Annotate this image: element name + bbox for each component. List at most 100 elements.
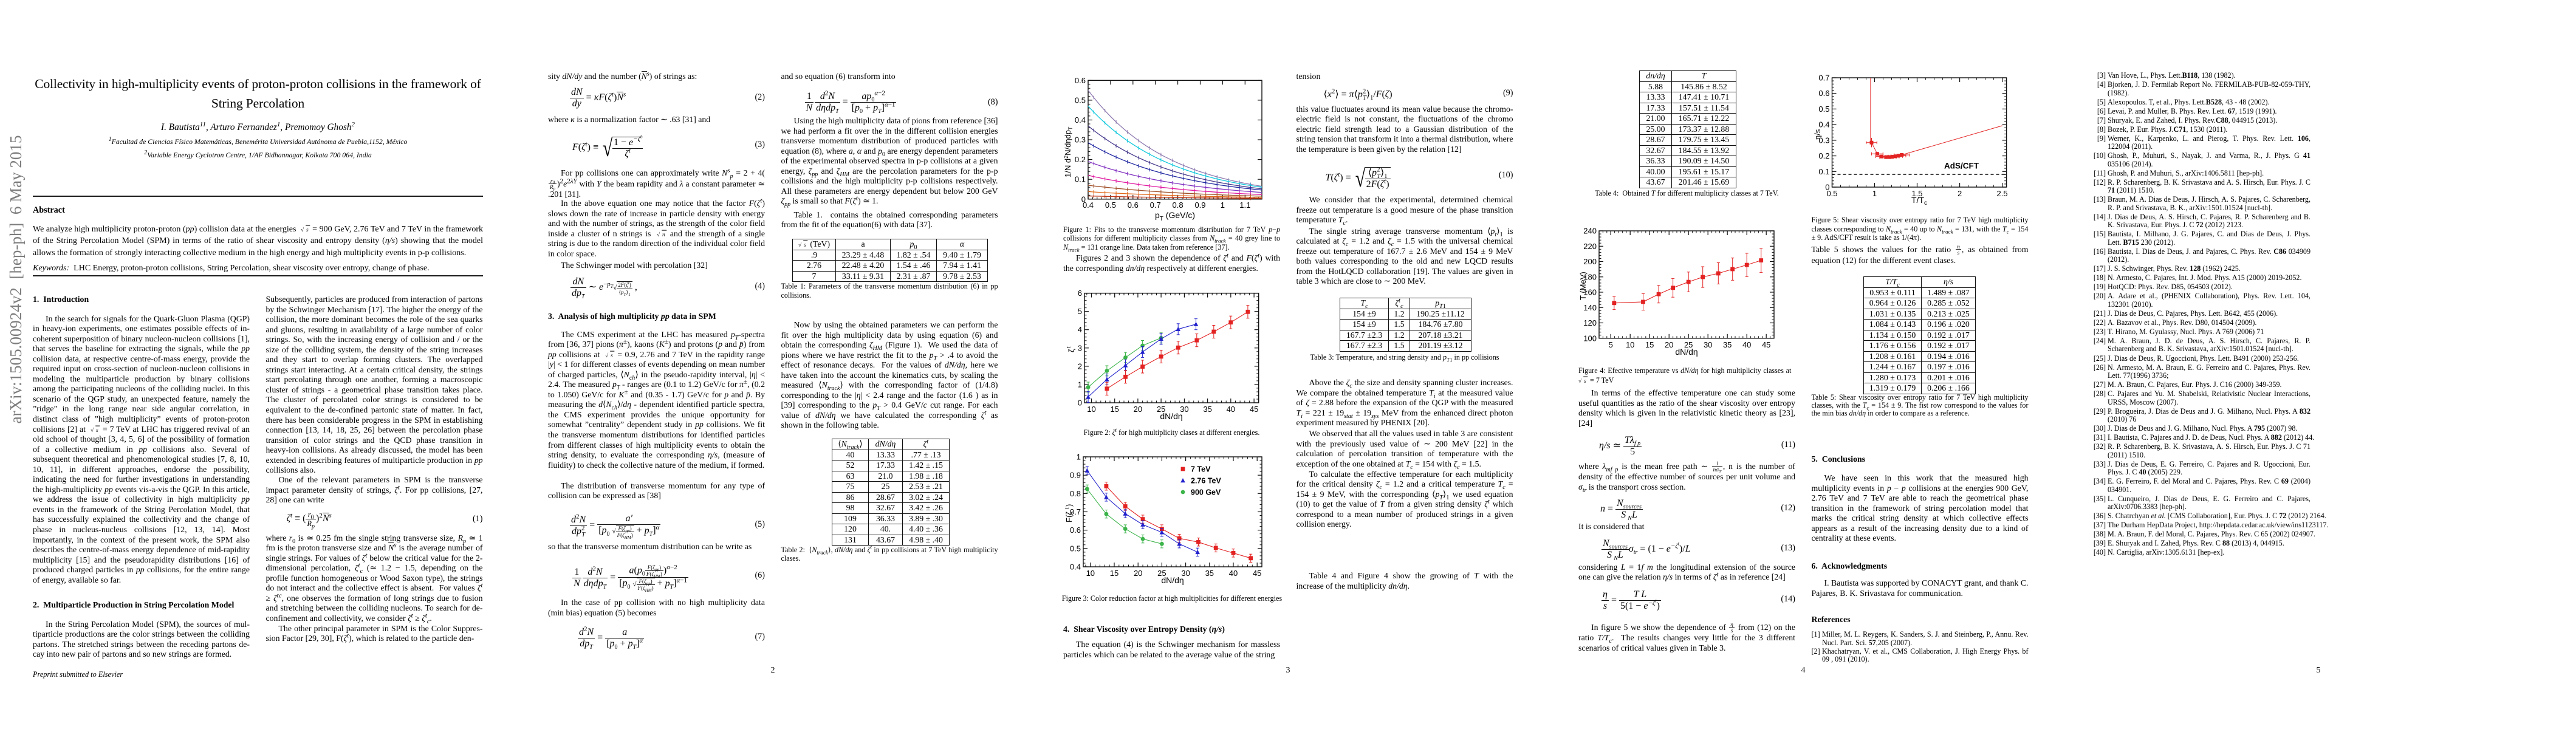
svg-text:35: 35 (1203, 405, 1211, 414)
svg-text:0: 0 (1825, 183, 1829, 192)
svg-text:25: 25 (1157, 569, 1166, 578)
svg-text:40: 40 (1229, 569, 1238, 578)
svg-text:pT (GeV/c): pT (GeV/c) (1155, 210, 1195, 222)
svg-text:10: 10 (1626, 340, 1634, 349)
svg-text:0.8: 0.8 (1173, 200, 1184, 210)
svg-text:0.4: 0.4 (1075, 115, 1086, 125)
svg-text:0.1: 0.1 (1818, 167, 1829, 176)
svg-text:2: 2 (1958, 189, 1962, 198)
svg-text:0: 0 (1081, 194, 1086, 204)
svg-text:s: s (1958, 250, 1960, 256)
svg-text:s: s (96, 428, 98, 434)
svg-text:15: 15 (1645, 340, 1654, 349)
svg-text:0.4: 0.4 (1818, 120, 1829, 129)
svg-text:0.7: 0.7 (1818, 74, 1829, 83)
svg-text:35: 35 (1723, 340, 1732, 349)
svg-text:t: t (1064, 507, 1070, 509)
svg-text:r0: r0 (550, 179, 555, 185)
svg-text:n: n (662, 232, 665, 238)
svg-text:η: η (1957, 244, 1960, 250)
svg-text:Rp: Rp (549, 184, 556, 191)
svg-text:4: 4 (1078, 325, 1082, 334)
svg-text:√: √ (91, 427, 94, 434)
svg-text:30: 30 (1704, 340, 1712, 349)
svg-text:AdS/CFT: AdS/CFT (1944, 162, 1979, 171)
svg-text:nσtr: nσtr (1713, 467, 1721, 474)
svg-text:dN/dη: dN/dη (1160, 411, 1182, 421)
svg-text:30: 30 (1181, 569, 1190, 578)
svg-text:45: 45 (1762, 340, 1770, 349)
svg-text:t: t (1066, 346, 1072, 348)
svg-text:0.5: 0.5 (1826, 189, 1837, 198)
svg-text:dN/dη: dN/dη (1161, 575, 1184, 585)
svg-text:1: 1 (1078, 380, 1082, 389)
svg-text:0.3: 0.3 (1075, 135, 1086, 145)
svg-text:20: 20 (1665, 340, 1673, 349)
svg-text:100: 100 (1583, 334, 1597, 343)
svg-text:1.5: 1.5 (1911, 189, 1922, 198)
svg-text:3: 3 (1078, 343, 1082, 352)
svg-text:s: s (1584, 378, 1586, 385)
svg-text:0.7: 0.7 (1070, 507, 1081, 516)
svg-text:0.5: 0.5 (1105, 200, 1116, 210)
svg-text:0.4: 0.4 (1070, 563, 1081, 572)
svg-text:1: 1 (1221, 200, 1225, 210)
svg-text:25: 25 (1684, 340, 1693, 349)
svg-text:1.1: 1.1 (1239, 200, 1250, 210)
svg-text:120: 120 (1583, 318, 1597, 327)
svg-text:240: 240 (1583, 227, 1597, 236)
svg-text:200: 200 (1583, 257, 1597, 266)
svg-text:s: s (1731, 628, 1733, 634)
svg-text:0.3: 0.3 (1818, 135, 1829, 145)
svg-text:0.4: 0.4 (1083, 200, 1094, 210)
svg-text:1: 1 (1872, 189, 1877, 198)
svg-text:40: 40 (1742, 340, 1751, 349)
svg-text:s: s (804, 242, 806, 248)
svg-text:0.2: 0.2 (1818, 151, 1829, 160)
svg-text:0.6: 0.6 (1075, 76, 1086, 85)
svg-text:): ) (1064, 504, 1074, 507)
svg-text:2: 2 (1078, 361, 1082, 371)
svg-text:20: 20 (1134, 569, 1142, 578)
svg-text:900 GeV: 900 GeV (1191, 488, 1221, 497)
svg-text:2.5: 2.5 (1997, 189, 2008, 198)
svg-text:√: √ (798, 242, 802, 248)
svg-text:10: 10 (1087, 405, 1095, 414)
svg-text:√: √ (657, 231, 660, 238)
svg-text:ζ: ζ (1067, 349, 1076, 352)
svg-text:0.6: 0.6 (1128, 200, 1139, 210)
svg-text:10: 10 (1086, 569, 1095, 578)
svg-text:0.9: 0.9 (1194, 200, 1205, 210)
svg-text:0.5: 0.5 (1070, 544, 1081, 553)
svg-text:0.1: 0.1 (1075, 175, 1086, 184)
svg-text:1: 1 (1077, 453, 1081, 462)
svg-text:s: s (611, 353, 613, 359)
svg-text:5: 5 (1609, 340, 1613, 349)
svg-text:0.6: 0.6 (1070, 525, 1081, 535)
svg-text:15: 15 (1110, 569, 1118, 578)
svg-text:√: √ (1578, 378, 1582, 385)
svg-text:η: η (1731, 622, 1734, 628)
svg-text:140: 140 (1583, 303, 1597, 312)
svg-text:45: 45 (1253, 569, 1261, 578)
svg-text:25: 25 (1157, 405, 1165, 414)
svg-text:√: √ (605, 352, 609, 359)
svg-text:7 TeV: 7 TeV (1191, 465, 1211, 474)
svg-text:2.76 TeV: 2.76 TeV (1191, 477, 1221, 485)
svg-text:T (MeV): T (MeV) (1578, 272, 1588, 300)
svg-text:40: 40 (1227, 405, 1235, 414)
svg-text:s: s (306, 227, 309, 233)
svg-text:15: 15 (1110, 405, 1118, 414)
svg-text:20: 20 (1134, 405, 1142, 414)
svg-text:0.5: 0.5 (1818, 104, 1829, 114)
svg-text:η/s: η/s (1813, 129, 1822, 140)
svg-text:0.6: 0.6 (1818, 89, 1829, 98)
svg-text:35: 35 (1205, 569, 1214, 578)
svg-text:1/N d2N/dηdpT: 1/N d2N/dηdpT (1063, 126, 1074, 177)
svg-text:180: 180 (1583, 272, 1597, 281)
svg-text:0.7: 0.7 (1150, 200, 1161, 210)
svg-text:0.2: 0.2 (1075, 155, 1086, 164)
svg-text:45: 45 (1250, 405, 1258, 414)
svg-text:6: 6 (1078, 289, 1082, 298)
svg-text:5: 5 (1078, 307, 1082, 316)
